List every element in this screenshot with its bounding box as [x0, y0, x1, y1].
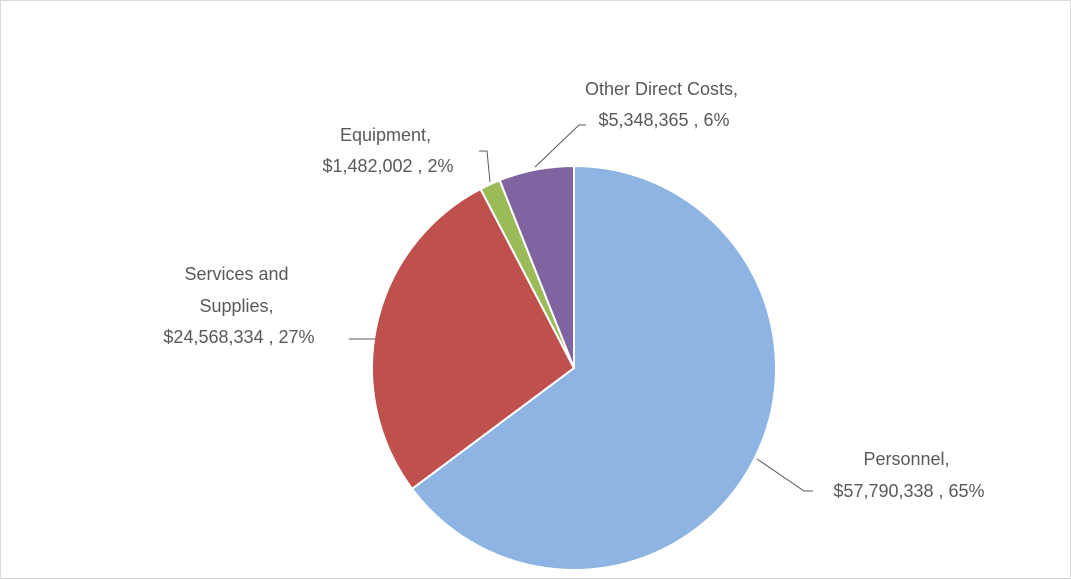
data-label-services-line-2: Supplies, [199, 296, 273, 316]
data-label-services-line-1: Services and [184, 264, 288, 284]
leader-line-other-direct-costs [534, 124, 586, 168]
leader-line-equipment [479, 150, 491, 183]
data-label-personnel: Personnel, $57,790,338 , 65% [833, 449, 984, 501]
data-label-services-and-supplies: Services and Supplies, $24,568,334 , 27% [163, 264, 314, 347]
leader-line-personnel [756, 458, 813, 492]
leader-lines [349, 124, 813, 492]
data-label-personnel-line-1: Personnel, [863, 449, 949, 469]
data-label-other-direct-costs: Other Direct Costs, $5,348,365 , 6% [585, 79, 743, 130]
data-label-other-line-1: Other Direct Costs, [585, 79, 738, 99]
data-label-other-line-2: $5,348,365 , 6% [598, 110, 729, 130]
data-label-equipment-line-2: $1,482,002 , 2% [322, 156, 453, 176]
data-label-equipment-line-1: Equipment, [340, 125, 431, 145]
pie-slices [371, 164, 777, 571]
pie-slice-personnel [410, 164, 777, 571]
pie-slice-other-direct-costs [498, 164, 575, 369]
data-label-personnel-line-2: $57,790,338 , 65% [833, 481, 984, 501]
data-label-equipment: Equipment, $1,482,002 , 2% [322, 125, 453, 176]
data-label-services-line-3: $24,568,334 , 27% [163, 327, 314, 347]
pie-slice-services-and-supplies [371, 187, 576, 491]
